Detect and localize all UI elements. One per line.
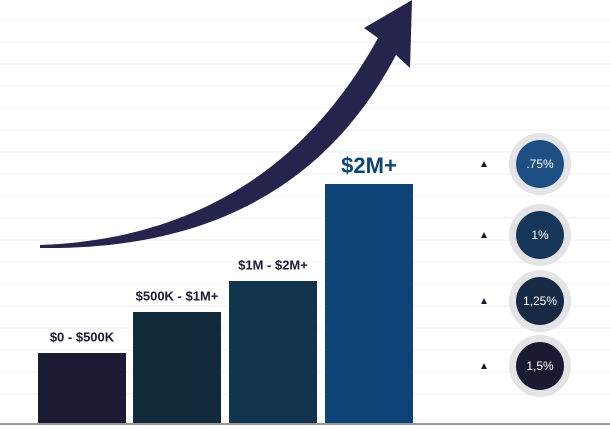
marker-triangle [481, 298, 487, 304]
rate-label: 1,25% [523, 294, 557, 308]
bar [38, 353, 126, 423]
rate-circle [516, 211, 564, 259]
bar [229, 281, 317, 423]
bar-label: $2M+ [341, 153, 397, 178]
rate-label: 1,5% [526, 359, 554, 373]
marker-triangle [481, 161, 487, 167]
bar-label: $0 - $500K [50, 329, 115, 344]
marker-triangle [481, 232, 487, 238]
marker-triangle [481, 363, 487, 369]
rate-circle [516, 277, 564, 325]
rate-circle [516, 342, 564, 390]
bar [325, 184, 413, 423]
growth-arrow [40, 0, 412, 249]
rate-circle [516, 140, 564, 188]
bar-label: $1M - $2M+ [238, 257, 308, 272]
rate-label: .75% [526, 157, 554, 171]
bar [133, 312, 221, 423]
bar-label: $500K - $1M+ [136, 288, 219, 303]
rate-label: 1% [531, 228, 549, 242]
